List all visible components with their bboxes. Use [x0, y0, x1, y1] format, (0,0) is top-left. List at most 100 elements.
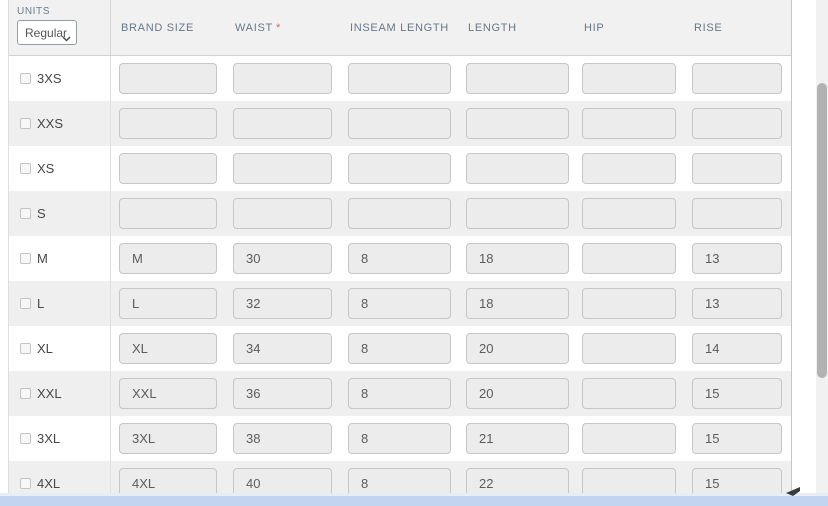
hip-input[interactable]	[582, 243, 676, 274]
rise-input[interactable]	[692, 243, 782, 274]
hip-input[interactable]	[582, 333, 676, 364]
size-label: S	[37, 206, 46, 221]
hip-input[interactable]	[582, 468, 676, 494]
rise-input[interactable]	[692, 63, 782, 94]
length-input[interactable]	[466, 423, 569, 454]
mouse-cursor	[786, 484, 802, 496]
size-cell: 3XS	[9, 56, 111, 101]
waist-input[interactable]	[233, 333, 332, 364]
size-label: 4XL	[37, 476, 61, 491]
brand-size-input[interactable]	[119, 288, 217, 319]
rows-container: 3XS XXS XS S M L XL XXL 3XL 4XL	[9, 56, 791, 494]
brand-size-input[interactable]	[119, 333, 217, 364]
rise-input[interactable]	[692, 333, 782, 364]
hip-input[interactable]	[582, 288, 676, 319]
size-checkbox[interactable]	[20, 208, 31, 219]
size-cell: S	[9, 191, 111, 236]
column-header-rise: RISE	[694, 21, 723, 34]
inseam-length-input[interactable]	[348, 378, 451, 409]
inseam-length-input[interactable]	[348, 423, 451, 454]
rise-input[interactable]	[692, 153, 782, 184]
hip-input[interactable]	[582, 153, 676, 184]
size-row-xl: XL	[9, 326, 791, 371]
column-header-hip: HIP	[584, 21, 605, 34]
waist-input[interactable]	[233, 63, 332, 94]
column-headers: BRAND SIZE WAIST * INSEAM LENGTH LENGTH HIP RI…	[111, 0, 791, 55]
hip-input[interactable]	[582, 108, 676, 139]
brand-size-input[interactable]	[119, 378, 217, 409]
size-label: XL	[37, 341, 53, 356]
size-chart-table: UNITS Regular BRAND SIZE WAIST * INSEAM LEN…	[8, 0, 792, 494]
rise-input[interactable]	[692, 378, 782, 409]
inseam-length-input[interactable]	[348, 243, 451, 274]
rise-input[interactable]	[692, 468, 782, 494]
size-checkbox[interactable]	[20, 298, 31, 309]
inseam-length-input[interactable]	[348, 288, 451, 319]
length-input[interactable]	[466, 108, 569, 139]
size-row-xxl: XXL	[9, 371, 791, 416]
hip-input[interactable]	[582, 63, 676, 94]
size-label: 3XL	[37, 431, 61, 446]
length-input[interactable]	[466, 153, 569, 184]
hip-input[interactable]	[582, 198, 676, 229]
length-input[interactable]	[466, 288, 569, 319]
size-checkbox[interactable]	[20, 253, 31, 264]
inseam-length-input[interactable]	[348, 108, 451, 139]
waist-input[interactable]	[233, 288, 332, 319]
column-header-brand-size: BRAND SIZE	[121, 21, 195, 34]
units-select[interactable]: Regular	[17, 20, 77, 45]
inseam-length-input[interactable]	[348, 333, 451, 364]
vertical-scrollbar-track[interactable]	[816, 0, 828, 494]
size-checkbox[interactable]	[20, 388, 31, 399]
brand-size-input[interactable]	[119, 198, 217, 229]
size-checkbox[interactable]	[20, 118, 31, 129]
size-checkbox[interactable]	[20, 163, 31, 174]
column-header-length: LENGTH	[468, 21, 517, 34]
length-input[interactable]	[466, 378, 569, 409]
size-row-xxs: XXS	[9, 101, 791, 146]
length-input[interactable]	[466, 468, 569, 494]
brand-size-input[interactable]	[119, 468, 217, 494]
horizontal-scrollbar[interactable]	[0, 495, 828, 506]
waist-input[interactable]	[233, 198, 332, 229]
brand-size-input[interactable]	[119, 153, 217, 184]
size-checkbox[interactable]	[20, 343, 31, 354]
hip-input[interactable]	[582, 378, 676, 409]
size-cell: 4XL	[9, 461, 111, 494]
waist-input[interactable]	[233, 468, 332, 494]
units-select-value: Regular	[25, 25, 68, 40]
brand-size-input[interactable]	[119, 423, 217, 454]
inseam-length-input[interactable]	[348, 468, 451, 494]
size-checkbox[interactable]	[20, 478, 31, 489]
inseam-length-input[interactable]	[348, 63, 451, 94]
size-row-xs: XS	[9, 146, 791, 191]
brand-size-input[interactable]	[119, 243, 217, 274]
inseam-length-input[interactable]	[348, 198, 451, 229]
waist-input[interactable]	[233, 108, 332, 139]
size-cell: L	[9, 281, 111, 326]
length-input[interactable]	[466, 333, 569, 364]
size-row-s: S	[9, 191, 791, 236]
length-input[interactable]	[466, 63, 569, 94]
waist-input[interactable]	[233, 378, 332, 409]
length-input[interactable]	[466, 243, 569, 274]
units-cell: UNITS Regular	[9, 0, 111, 55]
rise-input[interactable]	[692, 108, 782, 139]
brand-size-input[interactable]	[119, 63, 217, 94]
brand-size-input[interactable]	[119, 108, 217, 139]
hip-input[interactable]	[582, 423, 676, 454]
size-cell: XXL	[9, 371, 111, 416]
inseam-length-input[interactable]	[348, 153, 451, 184]
waist-input[interactable]	[233, 423, 332, 454]
size-checkbox[interactable]	[20, 73, 31, 84]
size-row-m: M	[9, 236, 791, 281]
vertical-scrollbar-thumb[interactable]	[817, 83, 827, 378]
waist-input[interactable]	[233, 153, 332, 184]
rise-input[interactable]	[692, 423, 782, 454]
column-header-inseam-length: INSEAM LENGTH	[350, 21, 449, 34]
size-checkbox[interactable]	[20, 433, 31, 444]
rise-input[interactable]	[692, 288, 782, 319]
rise-input[interactable]	[692, 198, 782, 229]
length-input[interactable]	[466, 198, 569, 229]
waist-input[interactable]	[233, 243, 332, 274]
